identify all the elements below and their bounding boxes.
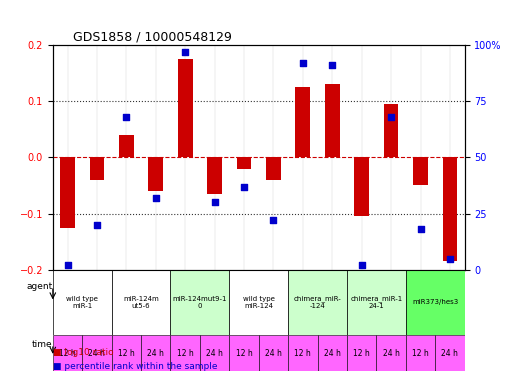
Text: 24 h: 24 h <box>383 349 400 358</box>
FancyBboxPatch shape <box>111 335 141 371</box>
Bar <box>296 87 310 158</box>
Point <box>240 184 248 190</box>
FancyBboxPatch shape <box>200 335 229 371</box>
Point <box>122 114 130 120</box>
Bar <box>354 158 369 216</box>
Bar <box>90 158 105 180</box>
FancyBboxPatch shape <box>406 335 435 371</box>
Point <box>357 262 366 268</box>
Point <box>328 62 336 68</box>
Point <box>446 255 454 261</box>
FancyBboxPatch shape <box>406 270 465 335</box>
FancyBboxPatch shape <box>53 335 82 371</box>
Text: 12 h: 12 h <box>412 349 429 358</box>
Text: 12 h: 12 h <box>118 349 135 358</box>
Text: miR-124m
ut5-6: miR-124m ut5-6 <box>123 296 159 309</box>
FancyBboxPatch shape <box>141 335 171 371</box>
Bar <box>266 158 281 180</box>
FancyBboxPatch shape <box>259 335 288 371</box>
Bar <box>413 158 428 186</box>
Bar <box>384 104 399 158</box>
FancyBboxPatch shape <box>171 270 229 335</box>
Text: 24 h: 24 h <box>147 349 164 358</box>
Bar <box>178 59 193 158</box>
Point <box>387 114 395 120</box>
Text: 24 h: 24 h <box>265 349 282 358</box>
Text: wild type
miR-1: wild type miR-1 <box>67 296 98 309</box>
Point <box>210 200 219 206</box>
FancyBboxPatch shape <box>111 270 171 335</box>
FancyBboxPatch shape <box>376 335 406 371</box>
Text: 24 h: 24 h <box>89 349 106 358</box>
Point <box>269 217 278 223</box>
FancyBboxPatch shape <box>347 270 406 335</box>
Point <box>63 262 72 268</box>
Text: 12 h: 12 h <box>353 349 370 358</box>
Text: 12 h: 12 h <box>59 349 76 358</box>
FancyBboxPatch shape <box>435 335 465 371</box>
FancyBboxPatch shape <box>229 335 259 371</box>
Point <box>93 222 101 228</box>
Bar <box>442 158 457 261</box>
Point <box>299 60 307 66</box>
Text: ■ log10 ratio: ■ log10 ratio <box>53 348 114 357</box>
Point <box>152 195 160 201</box>
Point <box>416 226 425 232</box>
Bar <box>148 158 163 191</box>
Text: 24 h: 24 h <box>206 349 223 358</box>
Bar <box>325 84 340 158</box>
Text: GDS1858 / 10000548129: GDS1858 / 10000548129 <box>73 31 232 44</box>
FancyBboxPatch shape <box>288 270 347 335</box>
FancyBboxPatch shape <box>82 335 111 371</box>
Bar <box>237 158 251 169</box>
Text: 12 h: 12 h <box>235 349 252 358</box>
Text: ■ percentile rank within the sample: ■ percentile rank within the sample <box>53 362 218 371</box>
Text: agent: agent <box>26 282 53 291</box>
FancyBboxPatch shape <box>347 335 376 371</box>
Text: 24 h: 24 h <box>441 349 458 358</box>
FancyBboxPatch shape <box>288 335 317 371</box>
Text: miR-124mut9-1
0: miR-124mut9-1 0 <box>173 296 227 309</box>
Bar <box>207 158 222 194</box>
FancyBboxPatch shape <box>317 335 347 371</box>
FancyBboxPatch shape <box>171 335 200 371</box>
Text: wild type
miR-124: wild type miR-124 <box>243 296 275 309</box>
Text: time: time <box>32 339 53 348</box>
Text: 12 h: 12 h <box>177 349 194 358</box>
Text: 12 h: 12 h <box>295 349 311 358</box>
Text: 24 h: 24 h <box>324 349 341 358</box>
FancyBboxPatch shape <box>229 270 288 335</box>
Bar <box>60 158 75 228</box>
Text: chimera_miR-1
24-1: chimera_miR-1 24-1 <box>350 296 402 309</box>
Text: chimera_miR-
-124: chimera_miR- -124 <box>294 296 342 309</box>
Point <box>181 49 190 55</box>
Bar <box>119 135 134 158</box>
FancyBboxPatch shape <box>53 270 111 335</box>
Text: miR373/hes3: miR373/hes3 <box>412 299 458 305</box>
